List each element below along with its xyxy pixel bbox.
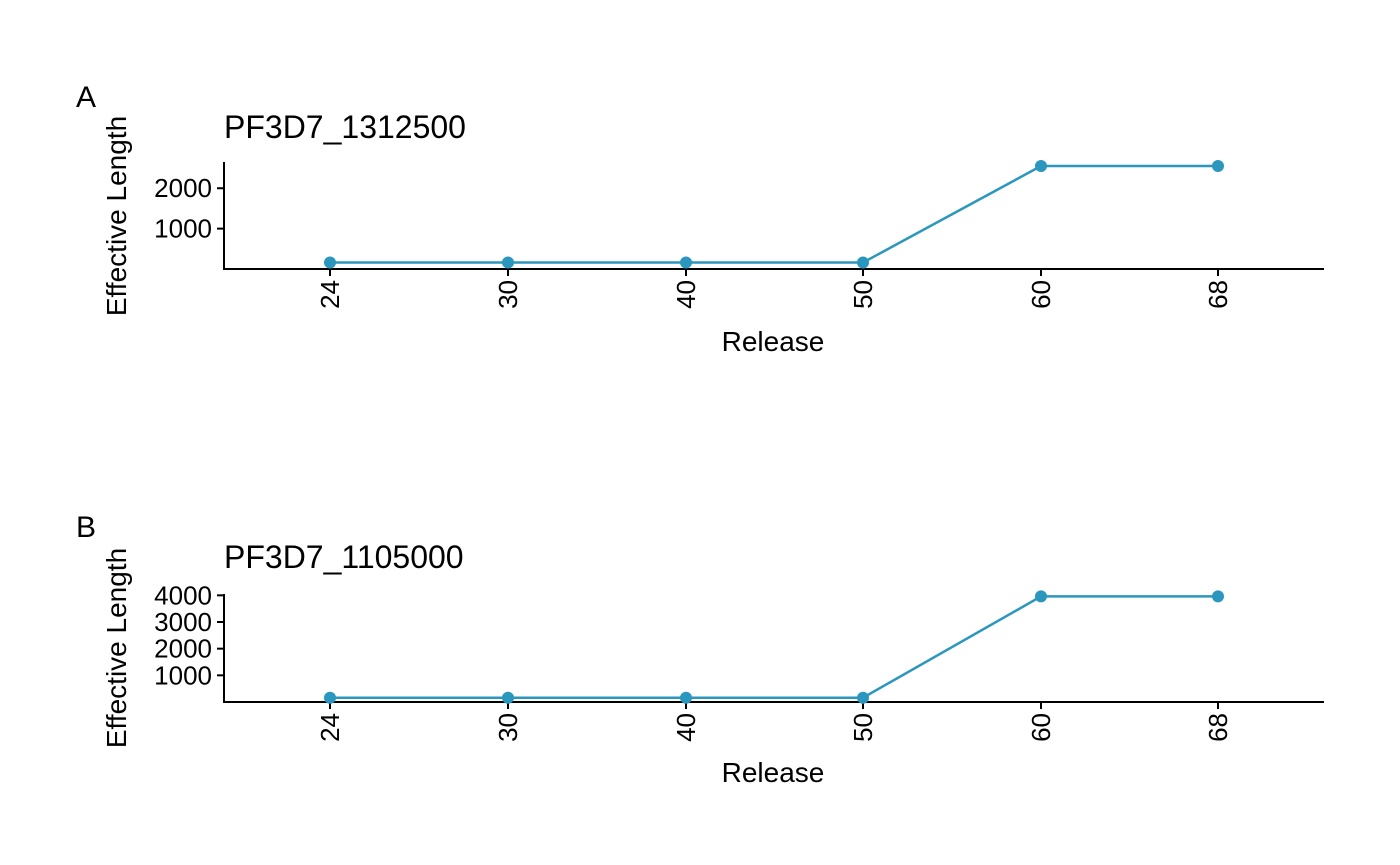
y-tick-label-a-1000: 1000 [154,214,212,244]
y-tick-label-a-2000: 2000 [154,173,212,203]
x-tick-label-a-68: 68 [1203,280,1233,309]
data-point-a-30 [502,256,514,269]
data-point-a-68 [1212,160,1224,173]
x-tick-label-a-30: 30 [493,280,523,309]
y-axis-label-b: Effective Length [101,548,132,748]
marks-a: 1000 2000 24 30 40 50 60 68 [154,160,1233,309]
chart-title-a: PF3D7_1312500 [224,109,466,145]
x-tick-label-a-50: 50 [848,280,878,309]
series-line-a [330,164,1218,264]
chart-title-b: PF3D7_1105000 [224,539,464,575]
x-tick-label-b-40: 40 [671,713,701,742]
y-tick-label-b-4000: 4000 [154,580,212,610]
y-tick-label-b-1000: 1000 [154,660,212,690]
data-point-b-24 [324,691,336,704]
series-line-b [330,595,1218,699]
x-tick-label-b-30: 30 [493,713,523,742]
data-point-b-50 [857,691,869,704]
x-axis-label-b: Release [722,757,825,788]
panel-tag-b: B [76,511,96,544]
x-tick-label-b-68: 68 [1203,713,1233,742]
panel-tag-a: A [76,81,96,114]
data-point-b-30 [502,691,514,704]
data-point-b-40 [680,691,692,704]
panel-a: A PF3D7_1312500 Effective Length Release… [76,81,1324,357]
data-point-a-24 [324,256,336,269]
x-tick-label-a-40: 40 [671,280,701,309]
y-axis-label-a: Effective Length [101,116,132,316]
x-axis-label-a: Release [722,326,825,357]
x-tick-label-b-24: 24 [315,713,345,742]
x-tick-label-b-50: 50 [848,713,878,742]
data-point-a-50 [857,256,869,269]
data-point-a-60 [1035,160,1047,173]
data-point-b-60 [1035,590,1047,603]
x-tick-label-a-60: 60 [1026,280,1056,309]
y-tick-label-b-3000: 3000 [154,607,212,637]
y-tick-label-b-2000: 2000 [154,634,212,664]
panel-b: B PF3D7_1105000 Effective Length Release… [76,511,1324,788]
x-tick-label-b-60: 60 [1026,713,1056,742]
data-point-a-40 [680,256,692,269]
data-point-b-68 [1212,590,1224,603]
x-tick-label-a-24: 24 [315,280,345,309]
